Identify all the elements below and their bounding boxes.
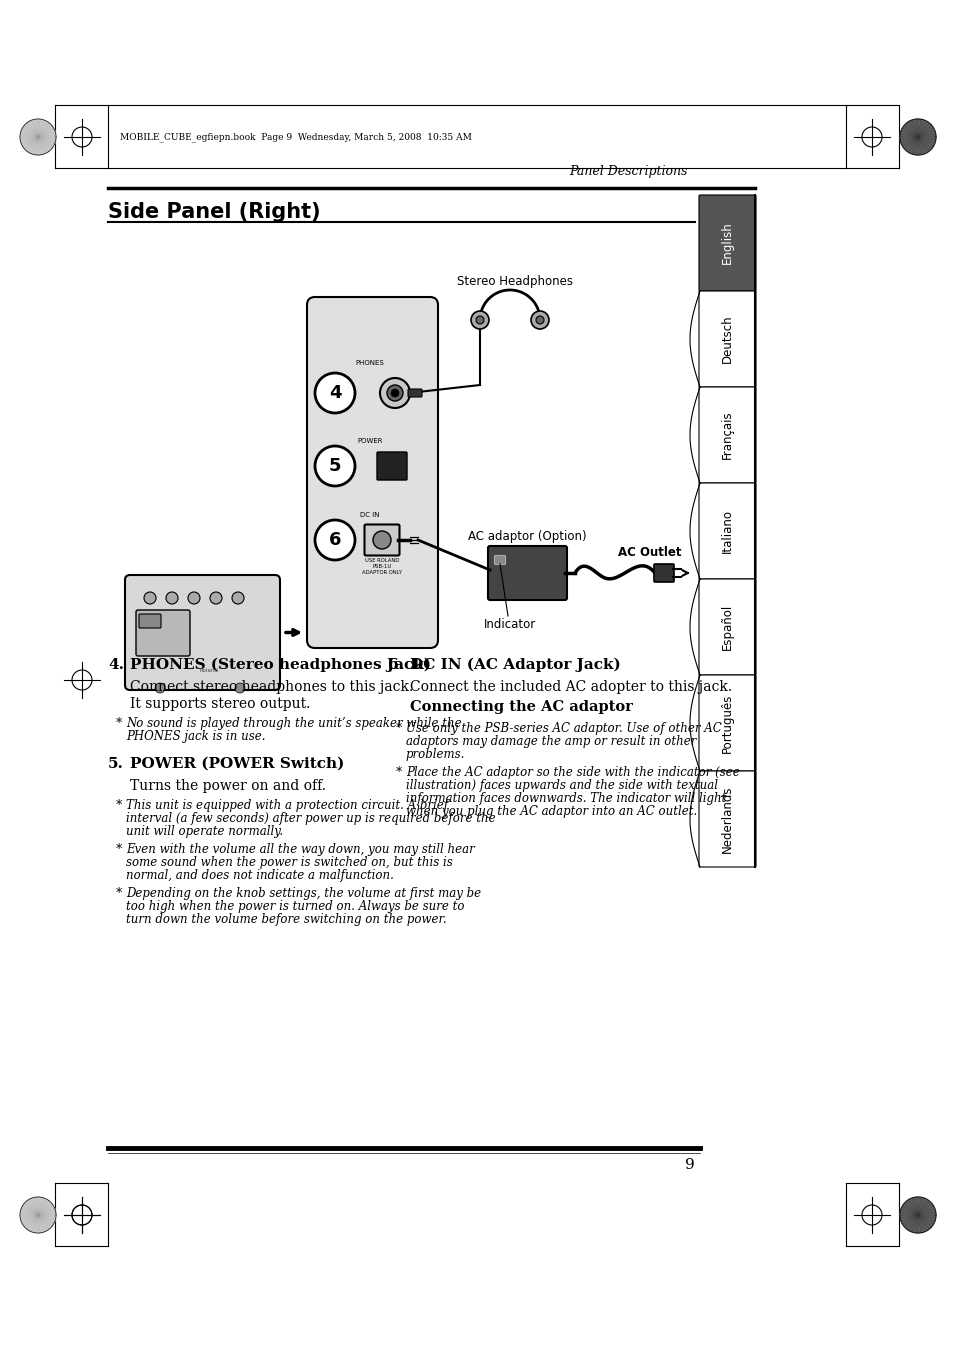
Text: when you plug the AC adaptor into an AC outlet.: when you plug the AC adaptor into an AC …: [406, 805, 697, 817]
Circle shape: [391, 389, 398, 397]
Text: 5.: 5.: [108, 757, 124, 771]
Text: Roland: Roland: [200, 667, 218, 673]
Circle shape: [234, 684, 245, 693]
Text: 9: 9: [684, 1158, 695, 1173]
Circle shape: [144, 592, 156, 604]
Text: 6: 6: [329, 531, 341, 549]
Circle shape: [232, 592, 244, 604]
Circle shape: [373, 531, 391, 549]
Text: *: *: [116, 798, 122, 812]
Text: normal, and does not indicate a malfunction.: normal, and does not indicate a malfunct…: [126, 869, 394, 882]
Circle shape: [471, 311, 489, 330]
Text: Use only the PSB-series AC adaptor. Use of other AC: Use only the PSB-series AC adaptor. Use …: [406, 721, 721, 735]
Circle shape: [166, 592, 178, 604]
Text: Panel Descriptions: Panel Descriptions: [569, 165, 687, 178]
Text: too high when the power is turned on. Always be sure to: too high when the power is turned on. Al…: [126, 900, 464, 913]
FancyBboxPatch shape: [139, 613, 161, 628]
Text: AC Outlet: AC Outlet: [618, 546, 681, 559]
FancyBboxPatch shape: [364, 524, 399, 555]
Text: AC adaptor (Option): AC adaptor (Option): [468, 530, 586, 543]
Circle shape: [387, 385, 402, 401]
Text: some sound when the power is switched on, but this is: some sound when the power is switched on…: [126, 857, 453, 869]
Text: Side Panel (Right): Side Panel (Right): [108, 203, 320, 222]
Text: Depending on the knob settings, the volume at first may be: Depending on the knob settings, the volu…: [126, 888, 480, 900]
Text: Indicator: Indicator: [483, 617, 536, 631]
Text: PHONES: PHONES: [355, 359, 384, 366]
Text: turn down the volume before switching on the power.: turn down the volume before switching on…: [126, 913, 446, 925]
Text: DC IN: DC IN: [360, 512, 379, 517]
Polygon shape: [899, 1197, 935, 1233]
Text: PHONES (Stereo headphones Jack): PHONES (Stereo headphones Jack): [130, 658, 431, 673]
Text: adaptors may damage the amp or result in other: adaptors may damage the amp or result in…: [406, 735, 696, 748]
Text: Italiano: Italiano: [720, 509, 733, 553]
Polygon shape: [20, 1197, 56, 1233]
Polygon shape: [899, 119, 935, 155]
Text: Turns the power on and off.: Turns the power on and off.: [130, 780, 326, 793]
Circle shape: [154, 684, 165, 693]
Text: PHONES jack is in use.: PHONES jack is in use.: [126, 730, 265, 743]
Text: Español: Español: [720, 604, 733, 650]
Circle shape: [476, 316, 483, 324]
Text: Nederlands: Nederlands: [720, 785, 733, 852]
Text: *: *: [395, 766, 402, 780]
FancyBboxPatch shape: [376, 453, 407, 480]
Text: Deutsch: Deutsch: [720, 315, 733, 363]
Text: Place the AC adaptor so the side with the indicator (see: Place the AC adaptor so the side with th…: [406, 766, 739, 780]
FancyBboxPatch shape: [488, 546, 566, 600]
FancyBboxPatch shape: [699, 195, 755, 290]
Text: Even with the volume all the way down, you may still hear: Even with the volume all the way down, y…: [126, 843, 475, 857]
Circle shape: [314, 446, 355, 486]
Text: problems.: problems.: [406, 748, 465, 761]
Circle shape: [314, 373, 355, 413]
Polygon shape: [20, 119, 56, 155]
FancyBboxPatch shape: [699, 290, 755, 386]
Circle shape: [314, 520, 355, 561]
Text: illustration) faces upwards and the side with textual: illustration) faces upwards and the side…: [406, 780, 718, 792]
Text: 5: 5: [329, 457, 341, 476]
FancyBboxPatch shape: [136, 611, 190, 657]
Text: USE ROLAND
PSB-1U
ADAPTOR ONLY: USE ROLAND PSB-1U ADAPTOR ONLY: [361, 558, 401, 574]
Text: This unit is equipped with a protection circuit. A brief: This unit is equipped with a protection …: [126, 798, 448, 812]
Text: Português: Português: [720, 693, 733, 753]
Text: 4: 4: [329, 384, 341, 403]
FancyBboxPatch shape: [307, 297, 437, 648]
Text: Stereo Headphones: Stereo Headphones: [456, 276, 573, 288]
FancyBboxPatch shape: [654, 563, 673, 582]
Text: Français: Français: [720, 411, 733, 459]
Circle shape: [536, 316, 543, 324]
Text: English: English: [720, 222, 733, 265]
Text: POWER: POWER: [356, 438, 382, 444]
Text: POWER (POWER Switch): POWER (POWER Switch): [130, 757, 344, 771]
Text: 4.: 4.: [108, 658, 124, 671]
FancyBboxPatch shape: [699, 580, 755, 676]
Circle shape: [188, 592, 200, 604]
FancyBboxPatch shape: [699, 676, 755, 771]
Text: It supports stereo output.: It supports stereo output.: [130, 697, 310, 711]
Text: *: *: [116, 843, 122, 857]
FancyBboxPatch shape: [125, 576, 280, 690]
Circle shape: [531, 311, 548, 330]
Circle shape: [379, 378, 410, 408]
Text: unit will operate normally.: unit will operate normally.: [126, 825, 283, 838]
Text: interval (a few seconds) after power up is required before the: interval (a few seconds) after power up …: [126, 812, 496, 825]
Text: *: *: [116, 717, 122, 730]
Text: 6.: 6.: [388, 658, 403, 671]
Text: No sound is played through the unit’s speaker while the: No sound is played through the unit’s sp…: [126, 717, 461, 730]
Text: information faces downwards. The indicator will light: information faces downwards. The indicat…: [406, 792, 725, 805]
Text: MOBILE_CUBE_egfiepn.book  Page 9  Wednesday, March 5, 2008  10:35 AM: MOBILE_CUBE_egfiepn.book Page 9 Wednesda…: [120, 132, 472, 142]
Text: Connect the included AC adopter to this jack.: Connect the included AC adopter to this …: [410, 680, 731, 694]
Text: *: *: [116, 888, 122, 900]
Text: DC IN (AC Adaptor Jack): DC IN (AC Adaptor Jack): [410, 658, 620, 673]
FancyBboxPatch shape: [699, 484, 755, 580]
FancyBboxPatch shape: [699, 386, 755, 484]
Text: Connecting the AC adaptor: Connecting the AC adaptor: [410, 700, 632, 713]
Text: Connect stereo headphones to this jack.: Connect stereo headphones to this jack.: [130, 680, 413, 694]
FancyBboxPatch shape: [699, 771, 755, 867]
Text: *: *: [395, 721, 402, 735]
FancyBboxPatch shape: [408, 389, 421, 397]
FancyBboxPatch shape: [494, 555, 505, 565]
Circle shape: [210, 592, 222, 604]
